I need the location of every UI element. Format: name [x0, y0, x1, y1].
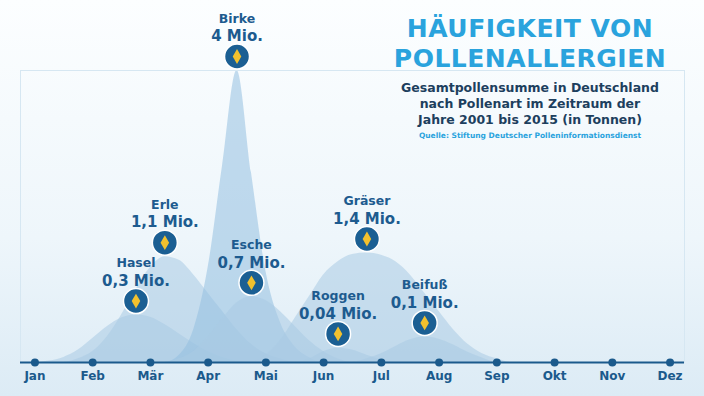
- svg-text:Nov: Nov: [599, 369, 625, 383]
- svg-text:Sep: Sep: [484, 369, 510, 383]
- svg-text:Birke: Birke: [219, 11, 255, 26]
- svg-text:Mai: Mai: [254, 369, 278, 383]
- svg-text:Jan: Jan: [23, 369, 45, 383]
- svg-text:Feb: Feb: [80, 369, 105, 383]
- svg-text:Jul: Jul: [372, 369, 390, 383]
- svg-text:Jun: Jun: [312, 369, 335, 383]
- html-text:Quelle: Stiftung Deutscher Pol: Quelle: Stiftung Deutscher Polleninforma…: [418, 131, 642, 140]
- svg-text:Erle: Erle: [151, 197, 178, 212]
- svg-text:Okt: Okt: [543, 369, 567, 383]
- svg-text:Beifuß: Beifuß: [402, 277, 448, 292]
- svg-text:Gräser: Gräser: [343, 193, 391, 208]
- svg-text:0,7 Mio.: 0,7 Mio.: [218, 254, 286, 272]
- html-text:HÄUFIGKEIT VON POLLENALLERGIEN: HÄUFIGKEIT VON POLLENALLERGIEN: [393, 14, 667, 73]
- html-text:Gesamtpollensumme in Deutschla: Gesamtpollensumme in Deutschland nach Po…: [401, 80, 659, 127]
- svg-text:Mär: Mär: [137, 369, 163, 383]
- svg-text:Hasel: Hasel: [116, 255, 155, 270]
- svg-text:0,04 Mio.: 0,04 Mio.: [299, 305, 377, 323]
- svg-text:4 Mio.: 4 Mio.: [211, 27, 263, 45]
- svg-text:Apr: Apr: [196, 369, 220, 383]
- svg-text:Roggen: Roggen: [311, 288, 365, 303]
- svg-text:0,1 Mio.: 0,1 Mio.: [391, 294, 459, 312]
- svg-text:1,4 Mio.: 1,4 Mio.: [333, 210, 401, 228]
- svg-text:Esche: Esche: [231, 237, 272, 252]
- svg-text:1,1 Mio.: 1,1 Mio.: [131, 213, 199, 231]
- svg-text:0,3 Mio.: 0,3 Mio.: [102, 272, 170, 290]
- svg-text:Aug: Aug: [426, 369, 452, 383]
- svg-text:Dez: Dez: [658, 369, 683, 383]
